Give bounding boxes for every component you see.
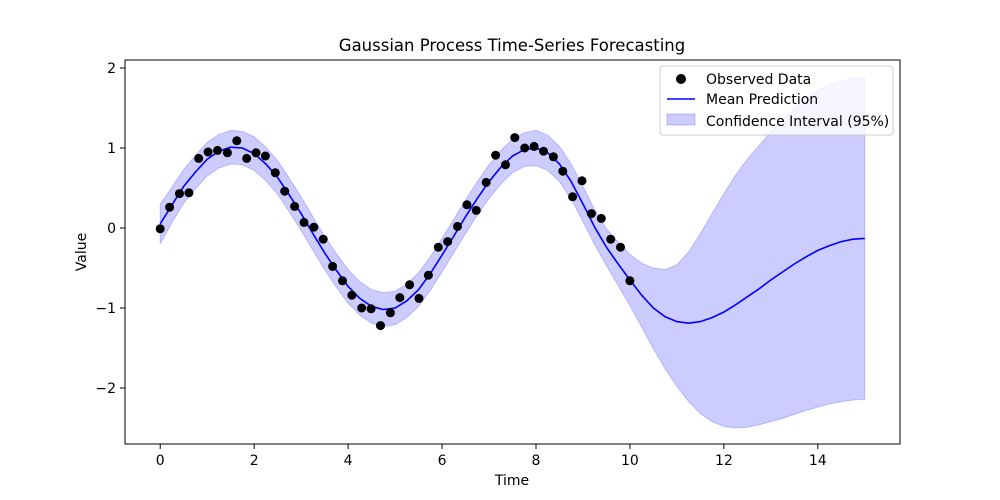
observed-point	[423, 270, 433, 280]
x-tick-label: 4	[344, 453, 353, 469]
confidence-band	[159, 77, 866, 429]
observed-point	[232, 136, 242, 146]
y-axis: −2 −1 0 1 2	[95, 61, 125, 397]
observed-point	[328, 261, 338, 271]
observed-point	[520, 143, 530, 153]
observed-point	[299, 217, 309, 227]
observed-point	[395, 293, 405, 303]
observed-point	[318, 234, 328, 244]
observed-point	[309, 222, 319, 232]
y-tick-label: 2	[107, 61, 116, 77]
observed-point	[213, 145, 222, 155]
x-tick-label: 8	[532, 453, 541, 469]
y-tick-label: 1	[107, 141, 116, 157]
observed-point	[338, 276, 347, 286]
x-tick-label: 12	[715, 453, 733, 469]
observed-point	[616, 242, 625, 252]
x-tick-label: 0	[156, 453, 165, 469]
x-tick-label: 14	[809, 453, 827, 469]
observed-point	[501, 160, 510, 170]
x-axis: 0 2 4 6 8 10 12 14	[156, 444, 827, 469]
legend: Observed Data Mean Prediction Confidence…	[659, 65, 894, 136]
observed-point	[405, 280, 415, 290]
y-tick-label: 0	[107, 221, 116, 237]
legend-label-mean: Mean Prediction	[706, 92, 818, 108]
observed-point	[194, 153, 204, 163]
observed-point	[625, 276, 635, 286]
observed-point	[558, 166, 568, 176]
observed-point	[290, 201, 300, 211]
observed-point	[184, 188, 194, 198]
observed-point	[280, 186, 290, 196]
observed-point	[165, 202, 175, 212]
observed-point	[155, 224, 165, 234]
observed-point	[366, 304, 376, 314]
x-tick-label: 2	[250, 453, 259, 469]
observed-point	[596, 213, 606, 223]
observed-point	[471, 205, 481, 215]
observed-point	[414, 293, 424, 303]
observed-point	[443, 237, 453, 247]
observed-point	[481, 177, 491, 187]
observed-point	[347, 290, 357, 300]
observed-point	[260, 151, 270, 161]
observed-point	[539, 146, 548, 156]
observed-point	[491, 150, 501, 160]
observed-point	[453, 221, 462, 231]
legend-label-ci: Confidence Interval (95%)	[706, 114, 889, 130]
observed-point	[385, 308, 395, 318]
observed-point	[529, 141, 539, 151]
observed-point	[510, 133, 520, 143]
observed-point	[433, 242, 443, 252]
x-tick-label: 10	[621, 453, 639, 469]
legend-marker-ci	[666, 113, 696, 126]
legend-box	[659, 65, 894, 136]
observed-point	[357, 303, 367, 313]
mean-prediction-line	[159, 146, 865, 325]
observed-point	[203, 147, 213, 157]
observed-point	[568, 192, 578, 202]
observed-point	[222, 148, 232, 158]
observed-point	[175, 189, 184, 199]
observed-point	[462, 200, 472, 210]
y-axis-label: Value	[74, 233, 90, 271]
plot-frame	[124, 59, 901, 445]
chart-title: Gaussian Process Time-Series Forecasting	[339, 36, 685, 55]
observed-point	[376, 321, 385, 331]
observed-point	[586, 209, 596, 219]
observed-point	[251, 148, 261, 158]
observed-point	[577, 176, 587, 186]
legend-marker-observed	[676, 74, 686, 84]
x-axis-label: Time	[494, 473, 529, 489]
observed-point	[270, 168, 280, 178]
observed-point	[606, 234, 616, 244]
y-tick-label: −1	[95, 301, 116, 317]
legend-label-observed: Observed Data	[706, 72, 811, 88]
x-tick-label: 6	[438, 453, 447, 469]
y-tick-label: −2	[95, 381, 116, 397]
plot-area	[155, 77, 866, 429]
observed-point	[242, 153, 252, 163]
observed-point	[548, 152, 558, 162]
